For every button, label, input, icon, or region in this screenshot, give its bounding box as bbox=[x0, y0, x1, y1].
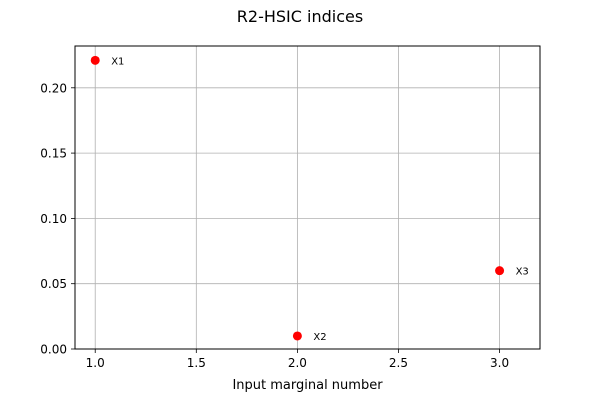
x-tick-label: 2.0 bbox=[288, 356, 307, 370]
plot-frame bbox=[74, 45, 541, 350]
y-tick-label: 0.00 bbox=[40, 343, 67, 357]
point-label: X1 bbox=[111, 56, 124, 67]
y-tick-label: 0.10 bbox=[40, 212, 67, 226]
grid-lines bbox=[75, 46, 540, 350]
point-label: X3 bbox=[516, 267, 529, 278]
x-tick-label: 1.5 bbox=[187, 356, 206, 370]
data-point bbox=[495, 266, 505, 276]
x-tick-label: 3.0 bbox=[490, 356, 509, 370]
data-points: X1 X2 X3 bbox=[90, 55, 529, 343]
y-tick-label: 0.15 bbox=[40, 147, 67, 161]
x-tick-label: 2.5 bbox=[389, 356, 408, 370]
y-tick-label: 0.05 bbox=[40, 277, 67, 291]
data-point bbox=[90, 55, 100, 65]
chart-title: R2-HSIC indices bbox=[237, 7, 363, 26]
x-axis-label: Input marginal number bbox=[232, 378, 383, 393]
axes: 1.0 1.5 2.0 2.5 3.0 0.00 0.05 0.10 0.15 0.20 bbox=[40, 45, 541, 370]
point-label: X2 bbox=[313, 332, 326, 343]
x-tick-label: 1.0 bbox=[86, 356, 105, 370]
y-tick-label: 0.20 bbox=[40, 81, 67, 95]
data-point bbox=[292, 331, 302, 341]
